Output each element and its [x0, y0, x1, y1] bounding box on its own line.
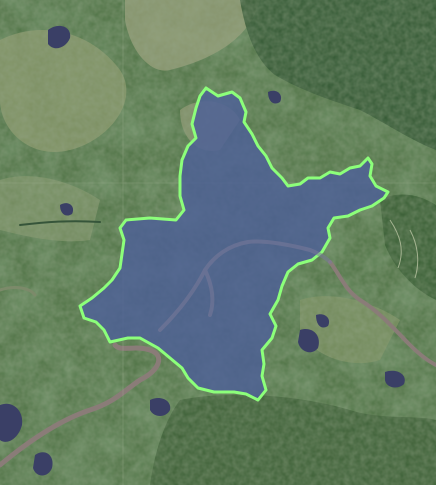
region-rivers — [158, 239, 332, 332]
lakes — [0, 25, 405, 476]
rivers — [0, 220, 436, 468]
streams — [389, 219, 419, 279]
